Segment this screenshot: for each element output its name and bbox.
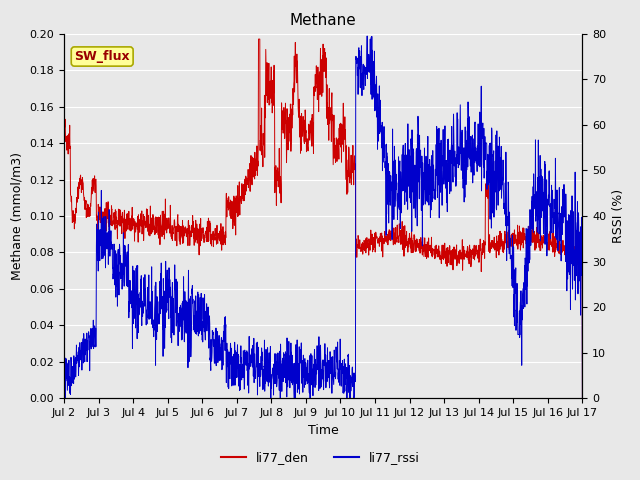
X-axis label: Time: Time <box>308 424 339 437</box>
Text: SW_flux: SW_flux <box>74 50 130 63</box>
Legend: li77_den, li77_rssi: li77_den, li77_rssi <box>216 446 424 469</box>
Y-axis label: Methane (mmol/m3): Methane (mmol/m3) <box>11 152 24 280</box>
Title: Methane: Methane <box>290 13 356 28</box>
Y-axis label: RSSI (%): RSSI (%) <box>612 189 625 243</box>
